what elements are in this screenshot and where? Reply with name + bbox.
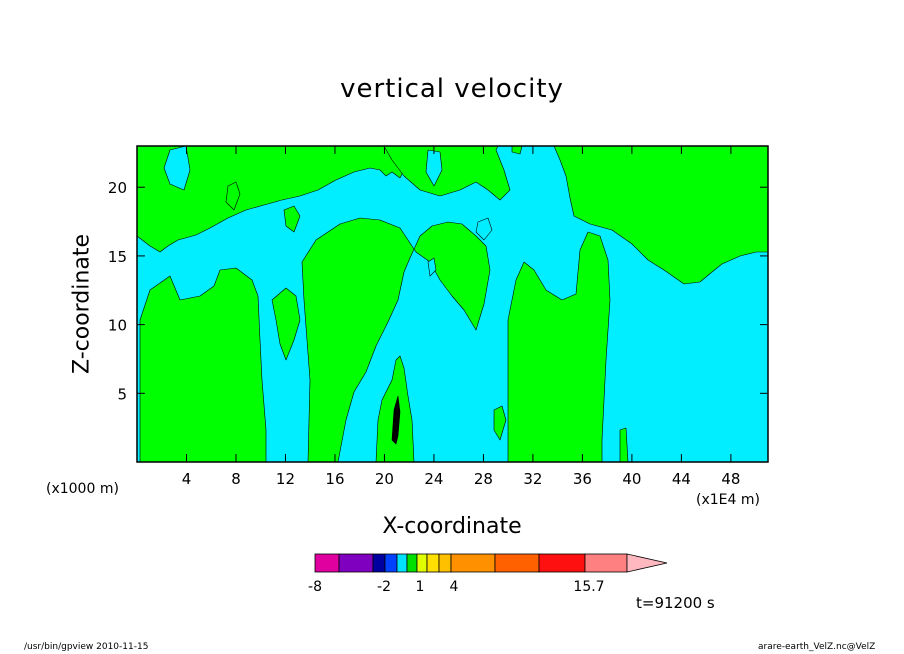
x-axis-ticks: 4 8 12 16 20 24 28 32 36 40 44 48 <box>182 146 740 488</box>
y-tick-label: 5 <box>117 385 127 403</box>
plot-frame <box>136 145 769 463</box>
x-tick-label: 12 <box>276 470 295 488</box>
colorbar-swatch <box>384 553 398 573</box>
colorbar-swatch <box>406 553 418 573</box>
y-axis-ticks: 5 10 15 20 <box>108 179 768 403</box>
negative-region-hole-3 <box>475 217 493 241</box>
colorbar-swatch <box>494 553 540 573</box>
x-axis-scale-note: (x1E4 m) <box>696 492 760 508</box>
colorbar-tick-label: -2 <box>377 579 391 595</box>
colorbar-swatch <box>438 553 452 573</box>
x-tick-label: 4 <box>182 470 192 488</box>
positive-region-upper-mid <box>383 145 511 201</box>
colorbar-swatch <box>416 553 428 573</box>
colorbar-swatch <box>338 553 374 573</box>
x-tick-label: 8 <box>231 470 241 488</box>
colorbar-swatch <box>450 553 496 573</box>
x-tick-label: 16 <box>325 470 344 488</box>
colorbar-extension-arrow <box>626 553 668 573</box>
x-tick-label: 28 <box>474 470 493 488</box>
colorbar-swatch <box>584 553 628 573</box>
colorbar-tick-label: 4 <box>450 579 459 595</box>
x-axis-unit: (x1000 m) <box>46 481 119 497</box>
colorbar-swatch <box>396 553 408 573</box>
positive-region-upper-right <box>553 145 769 285</box>
colorbar: -8 -2 1 4 15.7 <box>308 553 668 595</box>
y-tick-label: 15 <box>108 248 127 266</box>
colorbar-tick-label: 15.7 <box>573 579 604 595</box>
chart-title: vertical velocity <box>340 74 564 104</box>
colorbar-swatch <box>538 553 586 573</box>
x-tick-label: 20 <box>375 470 394 488</box>
x-tick-label: 48 <box>721 470 740 488</box>
x-tick-label: 36 <box>573 470 592 488</box>
negative-region-hole-2 <box>425 149 443 187</box>
positive-region-right-column <box>507 231 611 463</box>
colorbar-swatch <box>314 553 340 573</box>
positive-region-small-bubble-1 <box>283 205 301 233</box>
strong-updraft-core <box>391 395 401 445</box>
colorbar-swatch <box>426 553 440 573</box>
positive-region-small-bubble-3 <box>493 405 507 441</box>
negative-region-hole-4 <box>427 257 437 277</box>
colorbar-swatch <box>372 553 386 573</box>
x-tick-label: 44 <box>672 470 691 488</box>
time-label: t=91200 s <box>636 594 715 612</box>
y-tick-label: 20 <box>108 179 127 197</box>
colorbar-tick-label: 1 <box>416 579 425 595</box>
footer-right: arare-earth_VelZ.nc@VelZ <box>758 642 876 652</box>
colorbar-tick-label: -8 <box>308 579 322 595</box>
x-tick-label: 24 <box>424 470 443 488</box>
x-tick-label: 40 <box>622 470 641 488</box>
positive-region-center-column <box>301 217 491 463</box>
positive-region-small-bubble-2 <box>225 181 241 211</box>
contour-fills <box>136 145 769 463</box>
y-tick-label: 10 <box>108 317 127 335</box>
x-axis-label: X-coordinate <box>382 514 522 539</box>
footer-left: /usr/bin/gpview 2010-11-15 <box>24 642 149 652</box>
x-tick-label: 32 <box>523 470 542 488</box>
positive-region-left-column <box>139 267 267 463</box>
positive-region-small-left <box>271 287 301 361</box>
